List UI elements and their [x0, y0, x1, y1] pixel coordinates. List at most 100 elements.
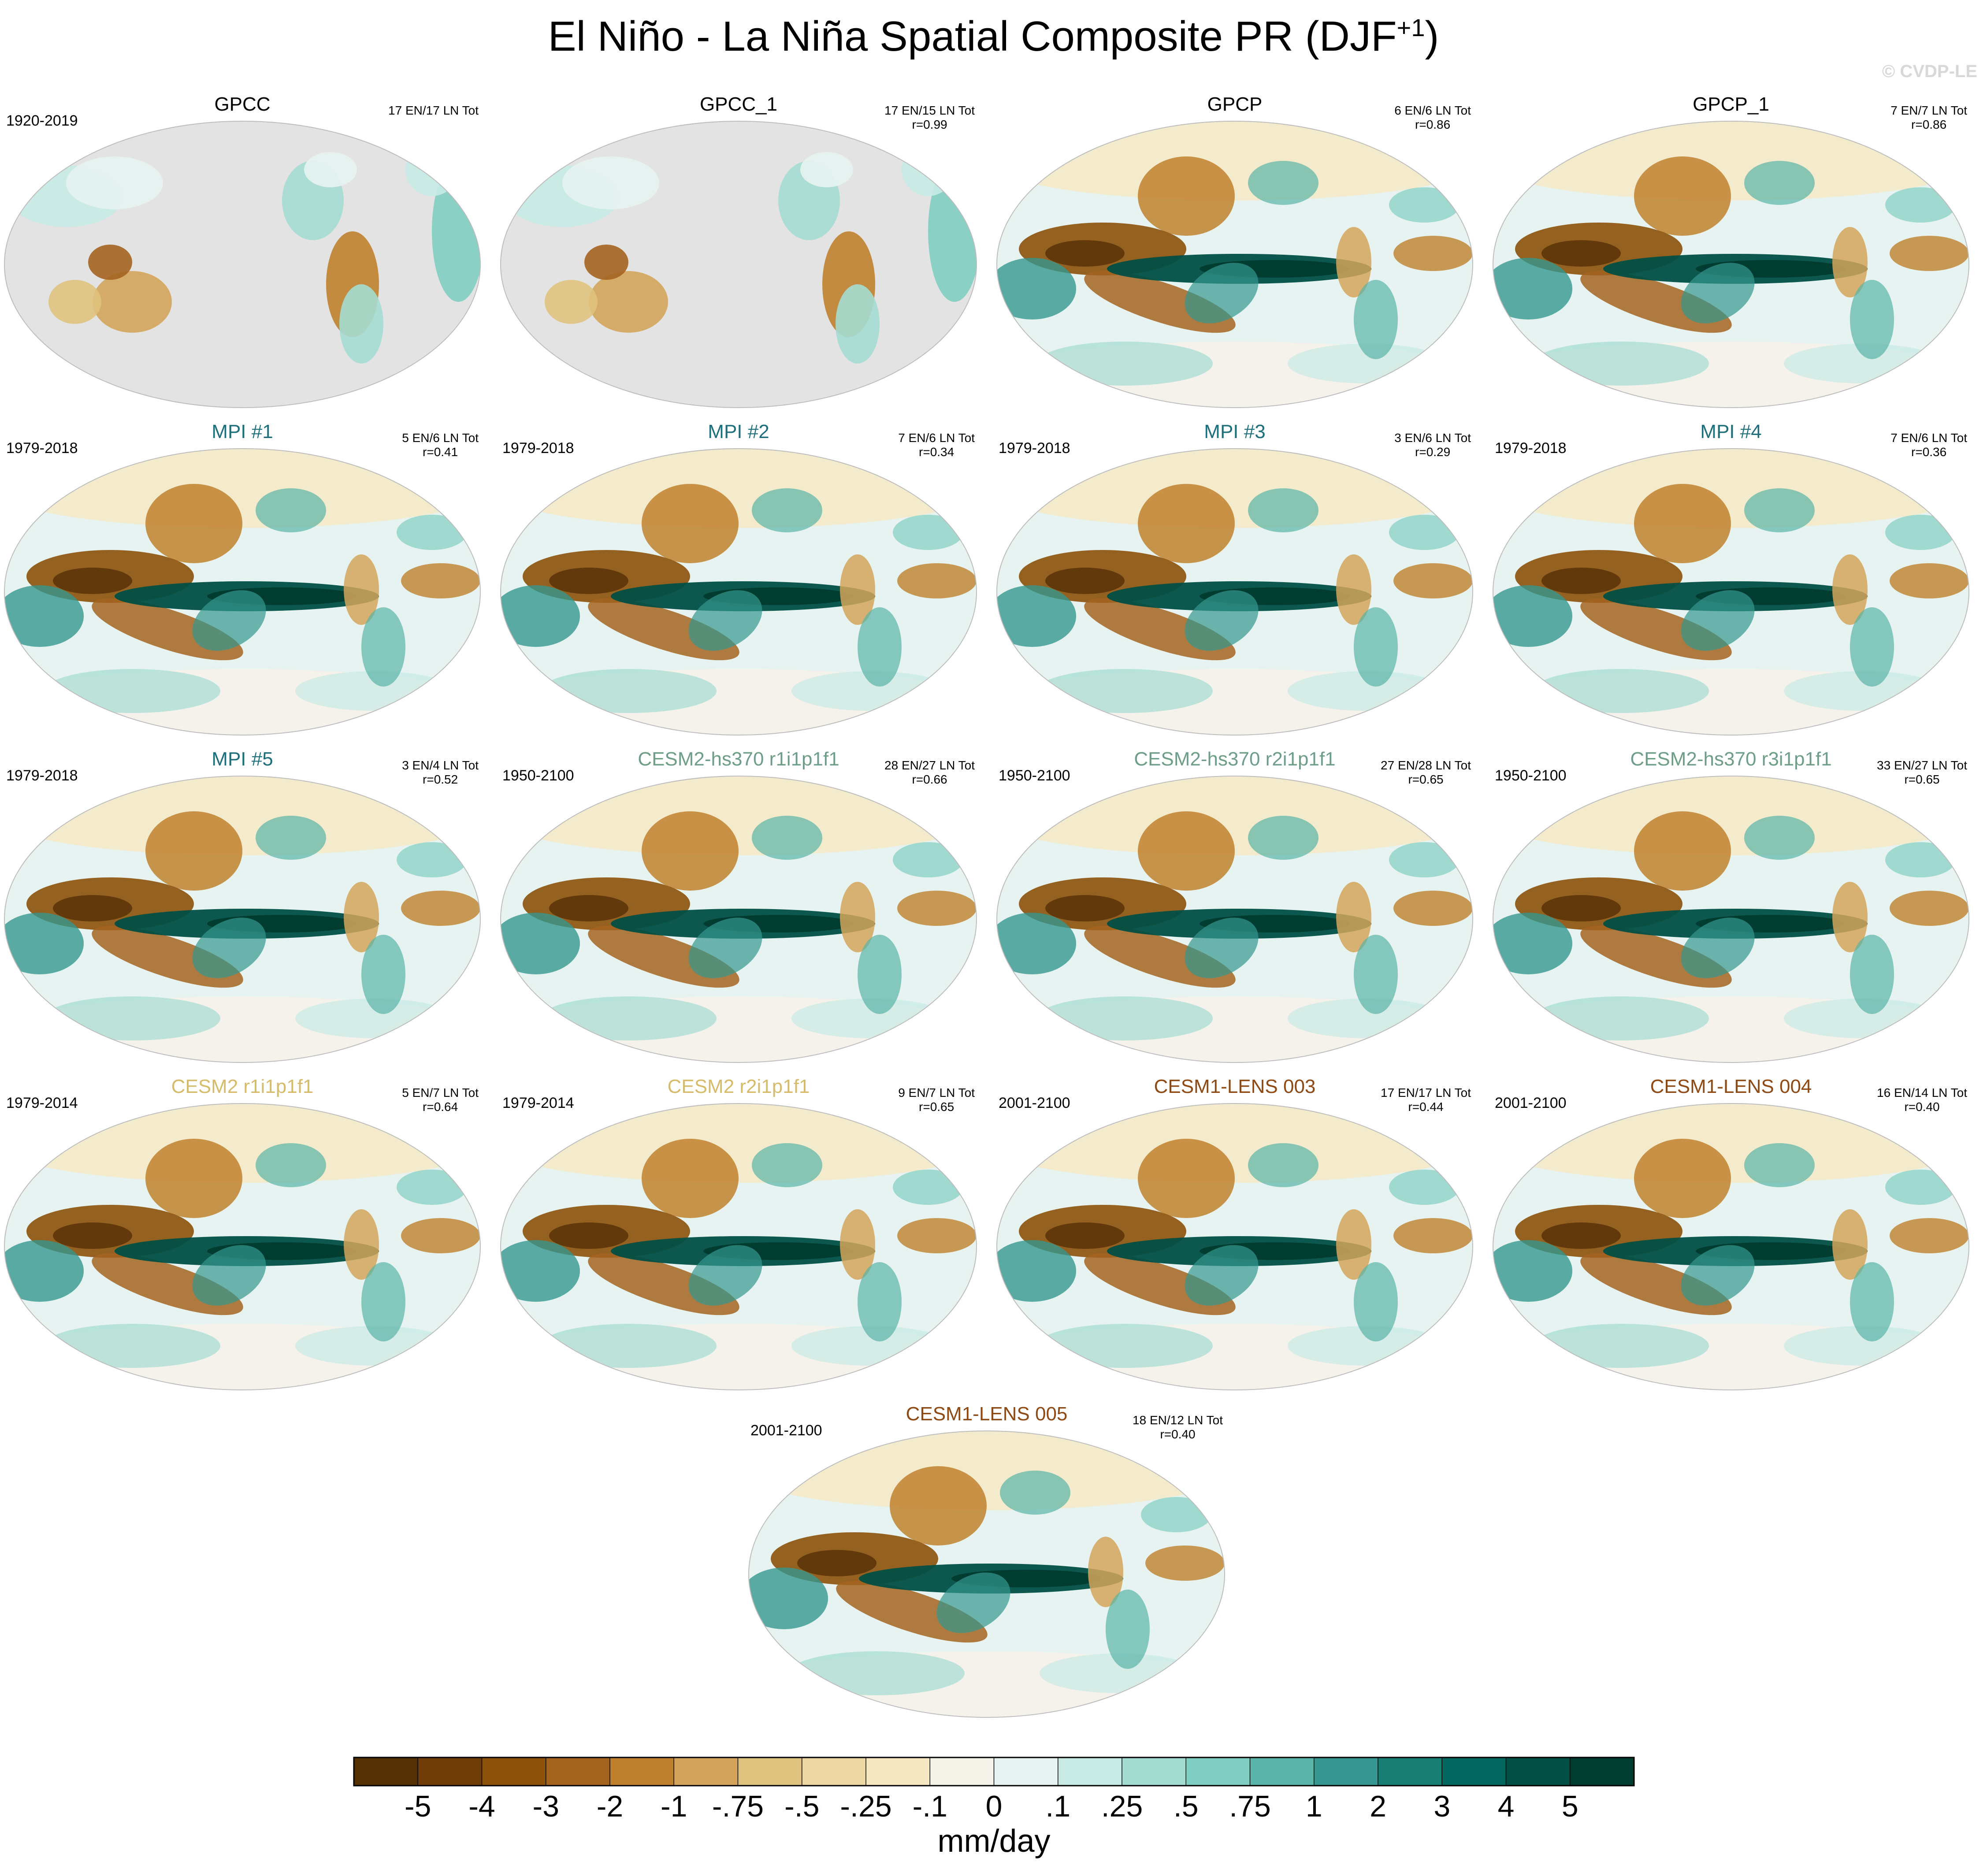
map-outline [500, 1103, 977, 1390]
panel-period: 1979-2014 [6, 1095, 78, 1111]
panel-event-counts: 17 EN/17 LN Tot [388, 104, 479, 117]
map-panel: CESM2-hs370 r1i1p1f1 1950-2100 28 EN/27 LN… [496, 750, 981, 1067]
map-panel: MPI #1 1979-2018 5 EN/6 LN Tot r=0.41 [0, 422, 485, 739]
panel-title: MPI #2 [708, 421, 769, 442]
robinson-map [996, 448, 1473, 736]
map-panel: CESM2 r1i1p1f1 1979-2014 5 EN/7 LN Tot r=0.… [0, 1077, 485, 1394]
map-panel: MPI #3 1979-2018 3 EN/6 LN Tot r=0.29 [992, 422, 1477, 739]
colorbar-tick-label: .5 [1174, 1790, 1199, 1823]
colorbar-tick-label: .75 [1229, 1790, 1271, 1823]
colorbar-tick-label: 0 [986, 1790, 1003, 1823]
panel-correlation: r=0.86 [1415, 118, 1451, 132]
panel-stats: 7 EN/6 LN Tot r=0.34 [898, 431, 975, 459]
colorbar-box [354, 1757, 418, 1786]
panel-stats: 5 EN/7 LN Tot r=0.64 [402, 1086, 479, 1114]
colorbar-tick-label: .25 [1101, 1790, 1143, 1823]
panel-stats: 7 EN/6 LN Tot r=0.36 [1890, 431, 1967, 459]
panel-correlation: r=0.99 [912, 118, 947, 132]
panel-stats: 17 EN/17 LN Tot [388, 104, 479, 118]
map-outline [4, 776, 481, 1063]
colorbar-tick-label: .1 [1045, 1790, 1070, 1823]
map-panel: CESM2-hs370 r2i1p1f1 1950-2100 27 EN/28 LN… [992, 750, 1477, 1067]
colorbar-box [994, 1757, 1058, 1786]
map-panel: GPCP_1 7 EN/7 LN Tot r=0.86 [1489, 95, 1973, 412]
map-outline [1493, 1103, 1969, 1390]
panel-period: 1979-2018 [999, 440, 1070, 457]
colorbar-tick-label: 2 [1370, 1790, 1386, 1823]
panel-correlation: r=0.29 [1415, 445, 1451, 459]
map-panel: CESM2 r2i1p1f1 1979-2014 9 EN/7 LN Tot r=0.… [496, 1077, 981, 1394]
colorbar-box [1570, 1757, 1634, 1786]
colorbar-box [1058, 1757, 1122, 1786]
figure-title-close: ) [1425, 13, 1439, 60]
colorbar-tick-label: 5 [1562, 1790, 1578, 1823]
panel-event-counts: 7 EN/6 LN Tot [1890, 431, 1967, 445]
colorbar-tick-label: -3 [533, 1790, 559, 1823]
panel-title: GPCP_1 [1693, 93, 1769, 115]
robinson-map [500, 121, 977, 408]
map-panel: CESM2-hs370 r3i1p1f1 1950-2100 33 EN/27 LN… [1489, 750, 1973, 1067]
map-panel: MPI #2 1979-2018 7 EN/6 LN Tot r=0.34 [496, 422, 981, 739]
panel-stats: 18 EN/12 LN Tot r=0.40 [1133, 1413, 1223, 1441]
panel-title: GPCP [1207, 93, 1263, 115]
colorbar-box [1506, 1757, 1571, 1786]
robinson-map [4, 776, 481, 1063]
map-outline [4, 121, 481, 408]
panel-event-counts: 18 EN/12 LN Tot [1133, 1413, 1223, 1427]
panel-title: CESM1-LENS 003 [1154, 1076, 1316, 1097]
cvdp-watermark: © CVDP-LE [1882, 62, 1977, 81]
panel-correlation: r=0.65 [1408, 773, 1444, 787]
colorbar-box [930, 1757, 994, 1786]
panel-correlation: r=0.36 [1911, 445, 1947, 459]
panel-stats: 16 EN/14 LN Tot r=0.40 [1877, 1086, 1967, 1114]
panel-stats: 7 EN/7 LN Tot r=0.86 [1890, 104, 1967, 132]
map-outline [996, 1103, 1473, 1390]
panel-stats: 6 EN/6 LN Tot r=0.86 [1394, 104, 1471, 132]
panel-correlation: r=0.65 [919, 1100, 955, 1114]
panel-title: CESM1-LENS 004 [1650, 1076, 1812, 1097]
colorbar-tick-label: -1 [661, 1790, 687, 1823]
colorbar-box [1442, 1757, 1506, 1786]
colorbar-tick-label: -2 [597, 1790, 623, 1823]
map-panel: CESM1-LENS 003 2001-2100 17 EN/17 LN Tot r=… [992, 1077, 1477, 1394]
colorbar-tick-label: -.75 [712, 1790, 764, 1823]
figure-title-text: El Niño - La Niña Spatial Composite PR (… [548, 13, 1397, 60]
panel-stats: 3 EN/6 LN Tot r=0.29 [1394, 431, 1471, 459]
robinson-map [500, 1103, 977, 1390]
robinson-map [500, 448, 977, 736]
panel-correlation: r=0.40 [1160, 1427, 1196, 1441]
panel-stats: 33 EN/27 LN Tot r=0.65 [1877, 758, 1967, 787]
colorbar-tick-label: 3 [1434, 1790, 1450, 1823]
panel-correlation: r=0.41 [423, 445, 458, 459]
panel-stats: 27 EN/28 LN Tot r=0.65 [1381, 758, 1471, 787]
robinson-map [1493, 1103, 1969, 1390]
robinson-map [1493, 121, 1969, 408]
panel-correlation: r=0.86 [1911, 118, 1947, 132]
robinson-map [500, 776, 977, 1063]
map-outline [996, 776, 1473, 1063]
panel-title: MPI #1 [212, 421, 273, 442]
panel-event-counts: 27 EN/28 LN Tot [1381, 758, 1471, 772]
colorbar-box [1378, 1757, 1442, 1786]
colorbar-unit: mm/day [937, 1824, 1050, 1859]
panel-period: 1950-2100 [999, 767, 1070, 784]
robinson-map [4, 1103, 481, 1390]
colorbar-frame [353, 1757, 1635, 1787]
panel-event-counts: 3 EN/6 LN Tot [1394, 431, 1471, 445]
map-outline [4, 1103, 481, 1390]
colorbar-box [1122, 1757, 1186, 1786]
colorbar-box [482, 1757, 546, 1786]
panel-correlation: r=0.40 [1904, 1100, 1940, 1114]
panel-correlation: r=0.34 [919, 445, 955, 459]
panel-title: CESM2-hs370 r3i1p1f1 [1630, 748, 1832, 770]
colorbar-tick-label: -.1 [913, 1790, 947, 1823]
robinson-map [4, 448, 481, 736]
panel-title: CESM1-LENS 005 [906, 1403, 1068, 1425]
map-outline [1493, 776, 1969, 1063]
map-outline [996, 448, 1473, 736]
panel-correlation: r=0.52 [423, 773, 458, 787]
colorbar-tick-label: -4 [468, 1790, 495, 1823]
panel-title: CESM2 r2i1p1f1 [667, 1076, 810, 1097]
map-panel: CESM1-LENS 004 2001-2100 16 EN/14 LN Tot r=… [1489, 1077, 1973, 1394]
panel-stats: 5 EN/6 LN Tot r=0.41 [402, 431, 479, 459]
